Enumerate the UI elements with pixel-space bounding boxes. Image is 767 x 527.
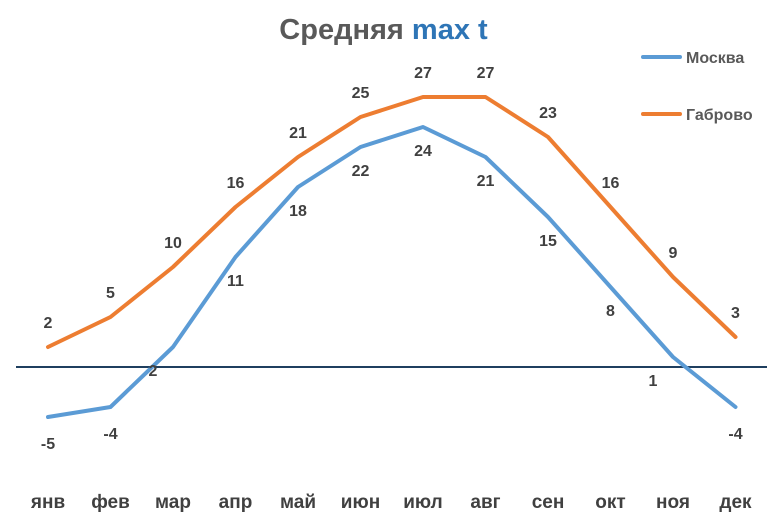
data-label: 18	[289, 203, 307, 220]
data-label: 11	[227, 273, 244, 290]
data-label: 8	[606, 303, 615, 320]
chart-title-main: Средняя	[279, 14, 404, 46]
x-tick-label: ноя	[656, 492, 690, 513]
data-label: 27	[414, 65, 432, 82]
x-tick-label: мар	[155, 492, 191, 513]
data-label: 21	[477, 173, 495, 190]
legend-label: Москва	[686, 50, 744, 67]
x-tick-label: окт	[595, 492, 625, 513]
data-label: 27	[477, 65, 495, 82]
data-label: 15	[539, 233, 557, 250]
data-label: 1	[649, 373, 658, 390]
x-tick-label: сен	[532, 492, 565, 513]
x-tick-label: фев	[91, 492, 130, 513]
data-label: 16	[602, 175, 620, 192]
data-label: 16	[227, 175, 245, 192]
data-label: 9	[669, 245, 678, 262]
legend-label: Габрово	[686, 107, 753, 124]
data-label: 5	[106, 285, 115, 302]
chart-title-accent: max t	[411, 14, 488, 46]
data-label: 2	[149, 363, 158, 380]
x-tick-label: дек	[719, 492, 752, 513]
series-line-2	[46, 95, 738, 349]
x-tick-label: май	[280, 492, 316, 513]
chart-title: Средняя max t	[0, 14, 767, 47]
data-label: 21	[289, 125, 307, 142]
data-label: 2	[44, 315, 53, 332]
data-label: 25	[352, 85, 370, 102]
x-tick-label: июл	[403, 492, 443, 513]
x-tick-label: янв	[30, 492, 65, 513]
data-label: 24	[414, 143, 432, 160]
data-label: 3	[731, 305, 740, 322]
data-label: 10	[164, 235, 182, 252]
data-label: -4	[103, 426, 117, 443]
x-tick-label: авг	[470, 492, 500, 513]
data-label: 22	[352, 163, 370, 180]
data-label: -4	[728, 426, 742, 443]
x-tick-label: июн	[341, 492, 380, 513]
x-tick-label: апр	[219, 492, 253, 513]
series-line-1	[46, 125, 738, 419]
data-label: 23	[539, 105, 557, 122]
data-label: -5	[41, 436, 55, 453]
